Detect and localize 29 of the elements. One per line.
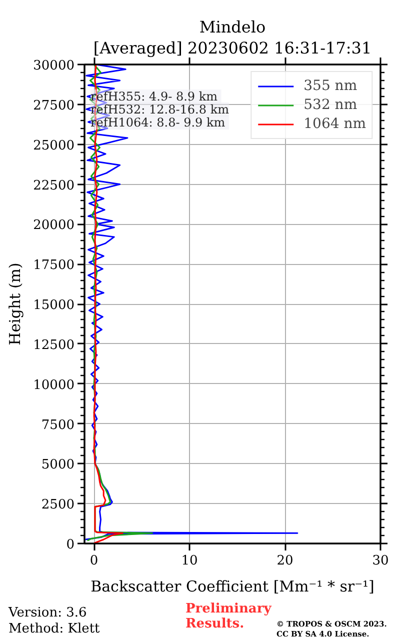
y-tick-label: 10000 [33, 378, 75, 393]
text: Method: Klett [8, 622, 101, 636]
line-series [84, 64, 298, 540]
y-axis-title: Height (m) [6, 262, 24, 346]
y-tick-label: 20000 [33, 218, 75, 234]
text: Version: 3.6 [8, 606, 87, 620]
x-tick-label: 20 [276, 554, 294, 568]
y-tick-label: 17500 [33, 258, 75, 274]
y-tick-label: 2500 [41, 498, 75, 513]
y-tick-label: 5000 [41, 458, 75, 473]
y-tick-label: 30000 [33, 58, 75, 74]
text: Preliminary [186, 602, 272, 616]
x-axis-title: Backscatter Coefficient [Mm⁻¹ * sr⁻¹] [90, 578, 374, 596]
legend-label: 532 nm [304, 97, 358, 113]
y-tick-label: 12500 [33, 338, 75, 353]
chart-subtitle: [Averaged] 20230602 16:31-17:31 [93, 38, 372, 58]
chart-title: Mindelo [199, 18, 266, 36]
y-tick-label: 15000 [33, 298, 75, 313]
y-tick-label: 27500 [33, 98, 75, 114]
y-tick-label: 7500 [41, 418, 75, 433]
legend-label: 355 nm [304, 78, 358, 94]
text: Results. [186, 616, 244, 632]
y-tick-label: 0 [66, 538, 75, 552]
x-tick-label: 10 [181, 554, 198, 568]
x-tick-label: 30 [372, 554, 389, 568]
x-tick-label: 0 [90, 554, 98, 568]
y-tick-label: 22500 [33, 178, 75, 194]
legend-label: 1064 nm [304, 116, 366, 132]
y-tick-label: 25000 [33, 138, 75, 154]
